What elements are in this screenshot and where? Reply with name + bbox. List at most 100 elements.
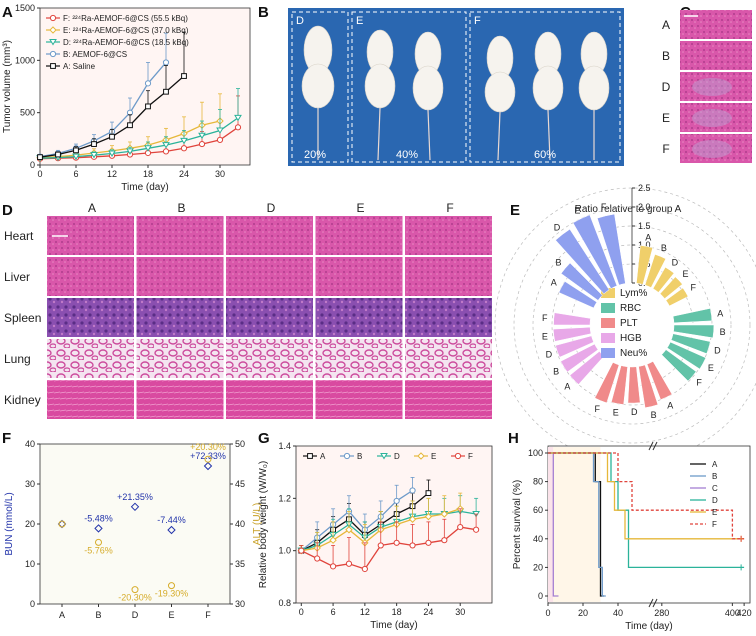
y-tick-label: 60 (533, 505, 543, 515)
polar-bar-label-RBC-B: B (720, 327, 726, 337)
x-category-label: A (59, 610, 65, 620)
panel-letter-D: D (2, 202, 13, 219)
point-D (198, 132, 206, 140)
y-tick-label: 0 (538, 591, 543, 601)
polar-bar-Lym%-B (644, 254, 667, 288)
organ-column-label-D: D (267, 201, 276, 215)
polar-legend-label-HGB: HGB (620, 333, 642, 344)
polar-bar-label-RBC-F: F (696, 377, 702, 387)
y-axis-label: Relative body weight (W/W₀) (258, 461, 269, 589)
x-tick-label: 20 (578, 608, 588, 618)
polar-bar-Lym%-A (636, 245, 654, 285)
organ-row-label-Heart: Heart (4, 229, 34, 243)
point-A (109, 133, 115, 140)
polar-bar-label-Lym%-D: D (672, 258, 679, 268)
organ-histology-image-Heart-F (405, 216, 492, 255)
polar-r-tick-label: 1.5 (638, 221, 651, 231)
point-B (162, 59, 170, 66)
observation-window-shade (553, 447, 601, 602)
polar-bar-Neu%-F (596, 213, 626, 286)
y-axis-label: Tumor volume (mm³) (2, 40, 13, 133)
polar-bar-label-HGB-A: A (564, 381, 570, 391)
organ-histology-image-Kidney-E (315, 380, 403, 419)
y-axis-label: Percent survival (%) (512, 480, 523, 569)
tumor-histology-image-A (680, 10, 752, 39)
panel-a-tumor-volume-chart: 0 6 12 18 24 30 0 500 1000 1500 Time (day) Tumor vo… (2, 3, 251, 193)
y-tick-label: 80 (533, 477, 543, 487)
polar-bar-label-PLT-E: E (613, 408, 619, 418)
alt-point-B (95, 538, 102, 546)
polar-bar-Lym%-E (659, 276, 683, 299)
necrosis-region-D (692, 78, 732, 96)
polar-legend-label-PLT: PLT (620, 318, 638, 329)
y-tick-label: 1.0 (278, 546, 291, 556)
y2-tick-label: 40 (235, 519, 245, 529)
point-F (180, 145, 188, 152)
legend-label-B: B (712, 472, 717, 481)
organ-column-label-F: F (446, 201, 453, 215)
organ-histology-image-Lung-D (226, 339, 313, 378)
polar-bar-label-PLT-A: A (667, 400, 673, 410)
x-tick-label: 12 (107, 169, 117, 179)
polar-bar-Lym%-F (665, 287, 689, 307)
polar-legend-label-Neu%: Neu% (620, 348, 647, 359)
legend-label-D: D (712, 496, 718, 505)
point-F (393, 539, 400, 546)
polar-bar-PLT-D (627, 366, 641, 404)
polar-bar-label-Lym%-E: E (683, 269, 689, 279)
panel-e-blood-ratio-polar: Ratio relative to group A0.00.51.01.52.0… (494, 183, 756, 463)
legend-label-F: F: ²²⁴Ra-AEMOF-6@CS (55.5 kBq) (63, 14, 188, 23)
legend-marker-E (417, 452, 425, 460)
point-A (145, 103, 151, 110)
point-D (72, 153, 80, 161)
alt-change-label-E: -19.30% (155, 589, 189, 599)
organ-row-label-Kidney: Kidney (4, 393, 41, 407)
point-F (298, 547, 305, 554)
y2-tick-label: 30 (235, 599, 245, 609)
point-D (162, 142, 170, 149)
polar-bar-label-Lym%-A: A (645, 232, 651, 242)
organ-histology-image-Spleen-F (405, 298, 492, 337)
polar-legend-swatch-HGB (601, 333, 615, 343)
panel-c-tumor-histology: A B D E F (662, 10, 752, 163)
legend-label-F: F (468, 452, 473, 461)
survival-curve-E (548, 452, 745, 540)
point-A (425, 490, 432, 497)
organ-histology-image-Kidney-D (226, 380, 313, 419)
polar-bar-HGB-F (553, 312, 591, 326)
x-tick-label: 0 (299, 607, 304, 617)
legend-marker-F (49, 14, 57, 22)
y-tick-label: 20 (533, 562, 543, 572)
organ-histology-image-Liver-B (136, 257, 224, 296)
y-tick-label: 10 (25, 559, 35, 569)
polar-bar-PLT-E (610, 365, 628, 405)
point-A (163, 88, 169, 95)
survival-curve-F (548, 452, 745, 540)
alt-point-A (58, 520, 66, 528)
point-F (345, 560, 353, 567)
tumor-histology-image-D (680, 72, 752, 101)
tumor-histology-image-B (680, 41, 752, 70)
polar-title: Ratio relative to group A (575, 204, 682, 215)
x-tick-label: 30 (215, 169, 225, 179)
legend-marker-A (50, 63, 56, 69)
y-tick-label: 40 (25, 439, 35, 449)
x-tick-label: 24 (423, 607, 433, 617)
organ-histology-image-Heart-E (315, 216, 403, 255)
legend-label-E: E (712, 508, 717, 517)
x-tick-label: 24 (179, 169, 189, 179)
polar-legend-swatch-Lym% (601, 288, 615, 298)
histology-row-label-A: A (662, 18, 670, 32)
y-tick-label: 1500 (15, 3, 35, 13)
panel-letter-G: G (258, 430, 270, 447)
polar-bar-label-HGB-B: B (553, 367, 559, 377)
necrosis-region-F (692, 140, 732, 158)
point-A (91, 141, 97, 147)
legend-marker-A (307, 453, 313, 459)
legend-label-A: A: Saline (63, 62, 96, 71)
alt-point-F (204, 455, 212, 463)
photo-label-f: F (474, 15, 481, 27)
point-B (393, 497, 400, 505)
organ-histology-image-Liver-F (405, 257, 492, 296)
